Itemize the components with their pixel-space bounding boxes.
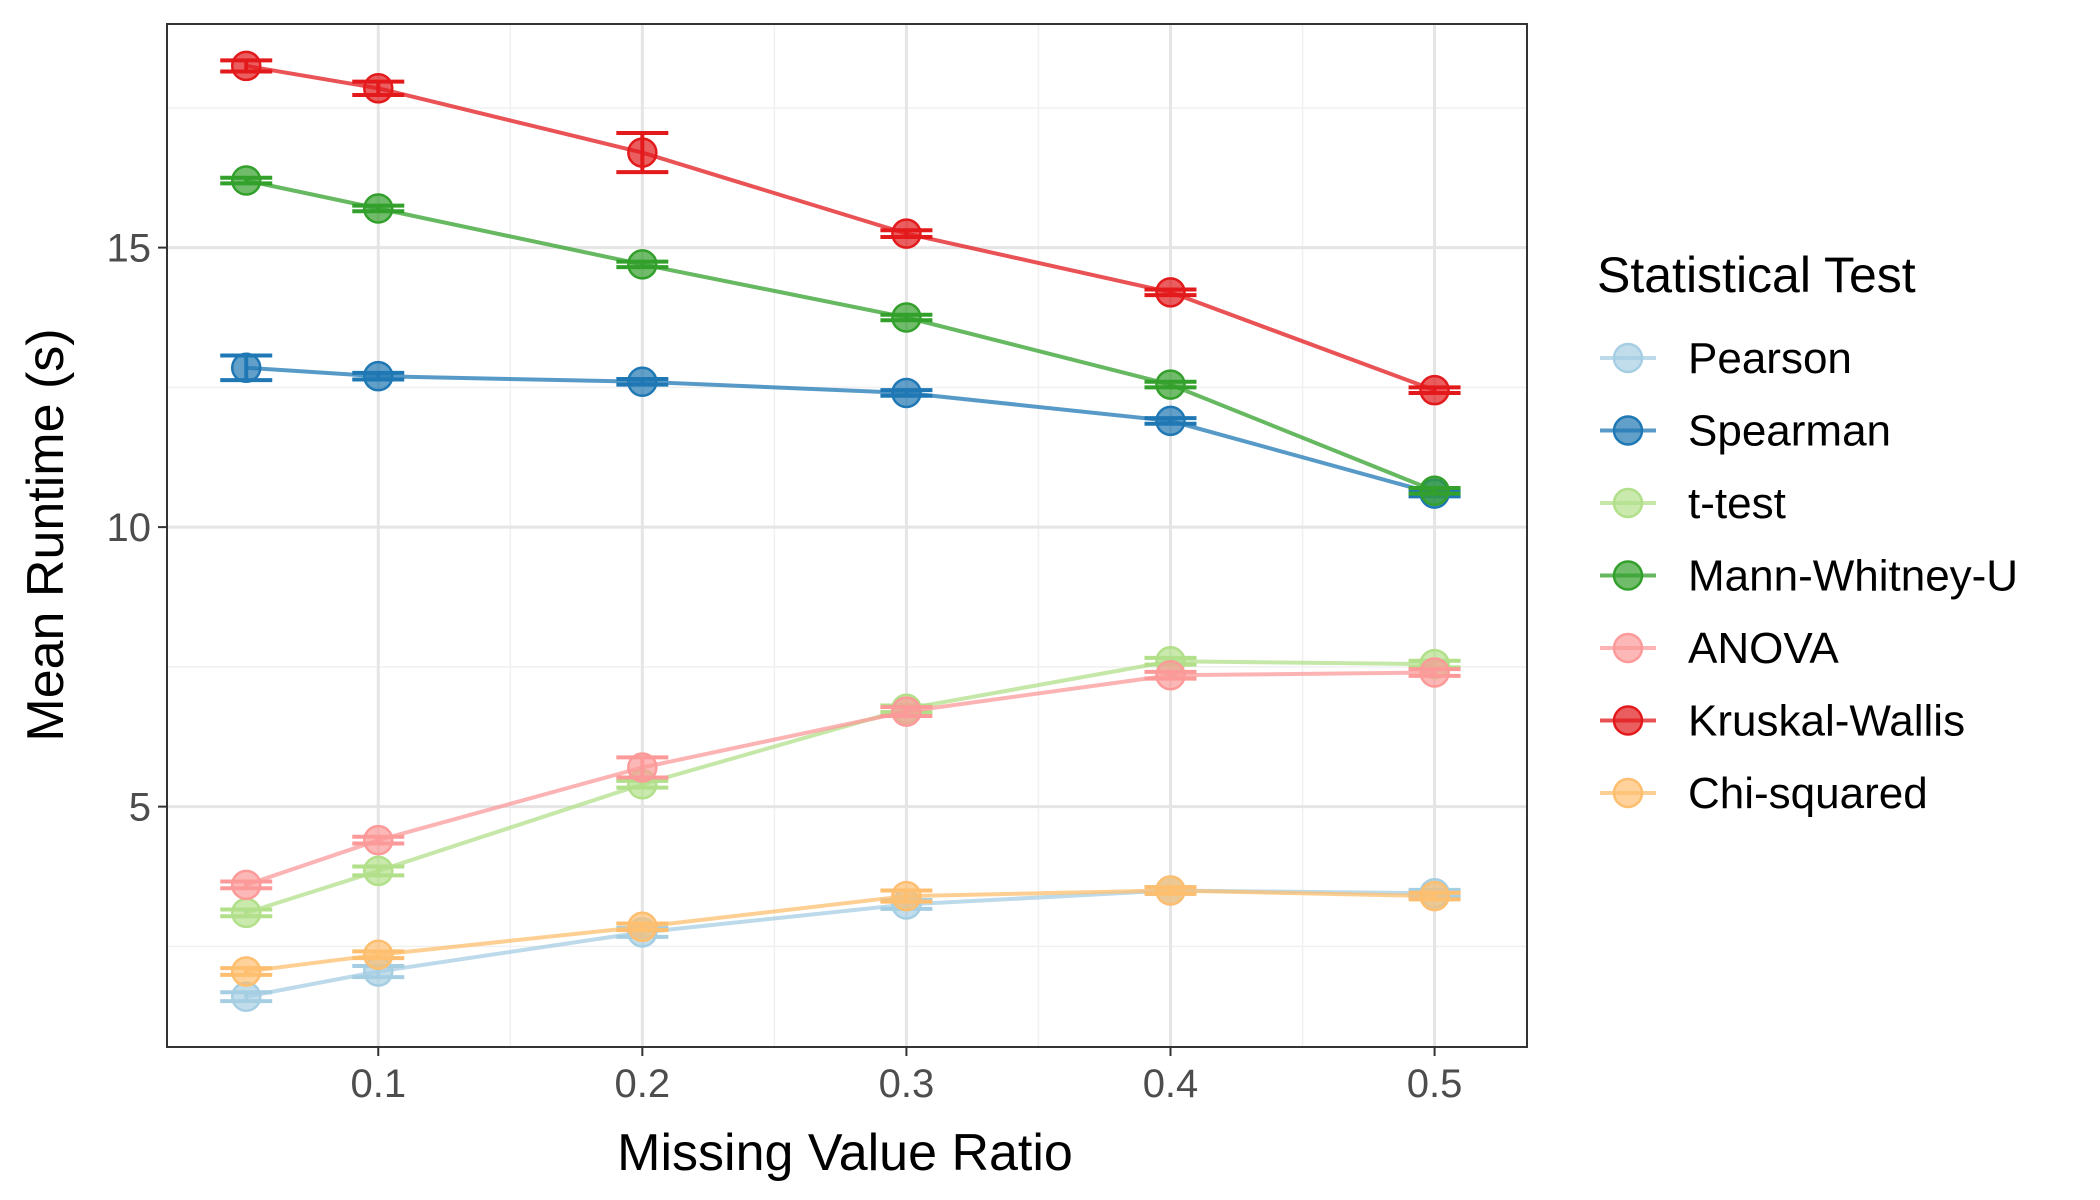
legend-item-pearson: Pearson [1600,334,1852,383]
data-point [627,137,658,168]
legend-label: Chi-squared [1688,769,1928,818]
y-axis-title: Mean Runtime (s) [17,328,75,741]
legend-label: Spearman [1688,407,1891,456]
data-point [1419,880,1450,912]
y-tick-label: 5 [129,786,151,830]
x-tick-label: 0.5 [1407,1062,1463,1106]
x-tick-label: 0.1 [350,1062,406,1106]
data-point [627,911,658,943]
y-tick-label: 10 [107,506,152,550]
legend-label: Kruskal-Wallis [1688,697,1965,746]
x-tick-label: 0.4 [1143,1062,1199,1106]
legend-item-spearman: Spearman [1600,407,1891,456]
series-kruskal-wallis [220,50,1461,406]
data-point [230,165,262,196]
legend-key-point [1612,415,1644,446]
legend-label: Mann-Whitney-U [1688,552,2018,601]
data-point [363,360,394,392]
plot-panel [166,23,1528,1048]
data-point [230,897,262,929]
data-point [230,50,262,82]
data-point [891,302,922,333]
data-point [1155,277,1186,308]
series-chi-squared [220,875,1461,987]
data-point [363,73,394,104]
data-point [230,981,262,1012]
legend-title: Statistical Test [1597,247,1916,303]
legend-item-anova: ANOVA [1600,624,1839,673]
data-point [1155,660,1186,691]
data-point [891,696,922,727]
data-point [1419,475,1450,507]
data-point [363,939,394,971]
panel-border [166,23,1528,1048]
data-point [891,218,922,249]
series-line-kruskal-wallis [245,63,1436,393]
legend-item-mann-whitney-u: Mann-Whitney-U [1600,552,2018,601]
legend-item-chi-squared: Chi-squared [1600,769,1928,818]
data-point [891,880,922,912]
x-tick-label: 0.2 [615,1062,671,1106]
legend-item-kruskal-wallis: Kruskal-Wallis [1600,697,1965,746]
legend-items: Pearson Spearman t-test Mann-Whitney-U ANOVA… [1600,334,2018,818]
legend-key-point [1612,705,1644,736]
legend-item-t-test: t-test [1600,479,1786,528]
minor-gridlines [167,24,1527,1047]
series-line-anova [245,670,1435,887]
legend-key-point [1612,342,1644,374]
x-axis-title: Missing Value Ratio [617,1124,1073,1182]
data-point [230,869,262,901]
data-point [1155,875,1186,906]
x-axis: 0.1 0.2 0.3 0.4 0.5 [350,1047,1462,1106]
data-point [1155,369,1186,400]
data-point [1419,657,1450,688]
data-point [1419,374,1450,406]
legend-key-point [1612,632,1644,664]
y-tick-label: 15 [107,227,152,271]
data-point [627,366,658,398]
series-anova [220,657,1461,901]
data-point [891,377,922,409]
data-point [363,855,394,887]
data-point [1155,405,1186,437]
legend: Statistical Test Pearson Spearman t-test Ma… [1597,247,2018,818]
legend-key-point [1612,777,1644,809]
legend-label: t-test [1688,479,1786,528]
series-layer [220,50,1461,1012]
series-line-t-test [245,659,1435,915]
legend-key-point [1612,560,1644,591]
data-point [230,956,262,987]
x-tick-label: 0.3 [879,1062,935,1106]
y-axis: 5 10 15 [107,227,167,830]
data-point [627,249,658,280]
legend-label: ANOVA [1688,624,1839,673]
legend-key-point [1612,487,1644,519]
data-point [627,752,658,783]
series-mann-whitney-u [220,165,1461,507]
legend-label: Pearson [1688,334,1852,383]
data-point [363,824,394,856]
data-point [230,352,262,384]
data-point [363,193,394,224]
